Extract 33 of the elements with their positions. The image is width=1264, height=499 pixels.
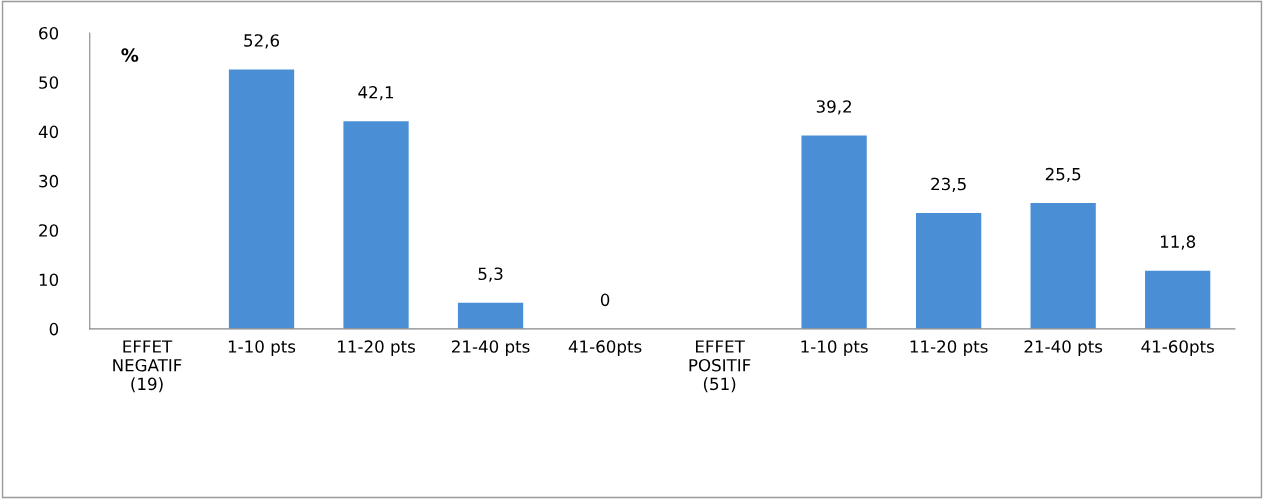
y-tick-label: 30 xyxy=(39,174,59,188)
data-label: 39,2 xyxy=(816,100,851,115)
y-tick-label: 0 xyxy=(49,322,59,336)
x-tick-label: 21-40 pts xyxy=(1024,340,1103,357)
data-label: 5,3 xyxy=(478,267,503,282)
data-label: 42,1 xyxy=(358,85,394,101)
bar xyxy=(457,302,524,329)
bar xyxy=(1030,203,1096,329)
y-tick-label: 20 xyxy=(39,224,59,237)
y-tick-label: 50 xyxy=(39,76,59,89)
bar xyxy=(915,212,982,329)
x-tick-label: 41-60pts xyxy=(568,340,642,357)
x-tick-label: EFFET NEGATIF (19) xyxy=(113,340,182,393)
x-tick-label: 1-10 pts xyxy=(228,340,296,357)
x-tick-label: 11-20 pts xyxy=(910,340,988,357)
x-tick-label: 11-20 pts xyxy=(338,340,415,357)
bar xyxy=(343,121,409,329)
data-label: 23,5 xyxy=(931,177,966,192)
data-label: 25,5 xyxy=(1045,167,1081,183)
x-tick-label: EFFET POSITIF (51) xyxy=(689,340,751,393)
x-tick-label: 1-10 pts xyxy=(801,340,868,357)
x-tick-label: 41-60pts xyxy=(1141,340,1214,357)
data-label: 11,8 xyxy=(1160,235,1196,250)
bar xyxy=(228,69,295,329)
data-label: 52,6 xyxy=(244,34,280,49)
x-tick-label: 21-40 pts xyxy=(452,340,530,357)
y-tick-label: 10 xyxy=(39,273,59,287)
bar xyxy=(1145,270,1211,329)
data-label: 0 xyxy=(600,293,610,307)
y-axis-title: % xyxy=(121,48,139,62)
bar xyxy=(801,135,867,329)
y-tick-label: 40 xyxy=(38,125,59,139)
y-tick-label: 60 xyxy=(39,26,59,40)
